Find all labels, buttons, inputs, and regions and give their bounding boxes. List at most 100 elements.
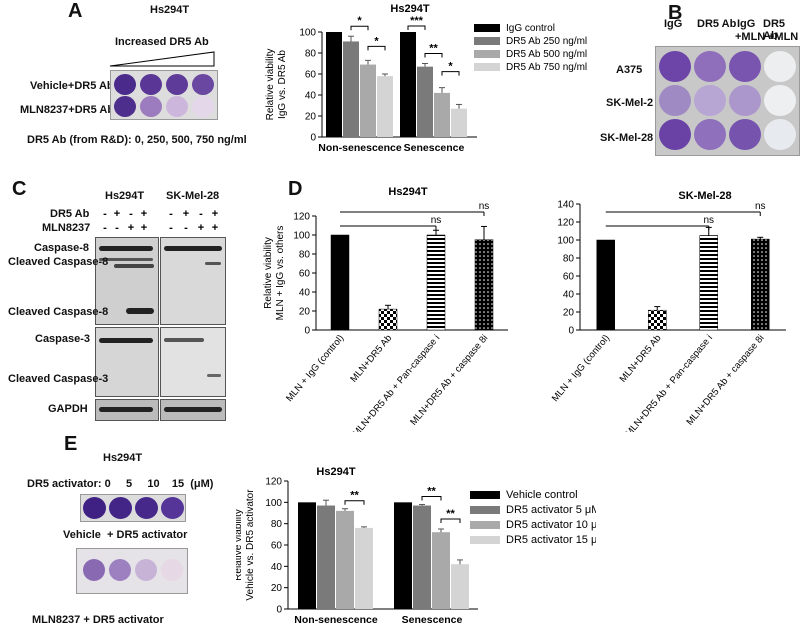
well bbox=[114, 74, 136, 95]
band-label-caspase8: Caspase-8 bbox=[34, 242, 90, 254]
x-category-label: MLN + IgG (control) bbox=[284, 333, 346, 404]
y-tick-label: 80 bbox=[305, 49, 317, 60]
significance-label: ns bbox=[479, 201, 490, 212]
panel-letter-b: B bbox=[668, 2, 683, 24]
y-tick-label: 20 bbox=[563, 308, 575, 319]
panel-b-col-dr5: DR5 Ab bbox=[697, 18, 737, 30]
bar bbox=[378, 308, 398, 331]
well bbox=[109, 497, 132, 519]
panel-e-row1-label: Vehicle + DR5 activator bbox=[63, 529, 188, 541]
significance-label: ** bbox=[429, 43, 438, 55]
well bbox=[192, 96, 214, 117]
bar bbox=[413, 505, 431, 609]
well bbox=[140, 74, 162, 95]
bar bbox=[596, 239, 615, 331]
y-tick-label: 100 bbox=[265, 498, 282, 509]
band-label-cleaved-caspase8-2: Cleaved Caspase-8 bbox=[8, 306, 109, 318]
well bbox=[83, 559, 105, 581]
legend-swatch bbox=[474, 24, 500, 32]
bar bbox=[400, 32, 416, 137]
panel-letter-d: D bbox=[288, 178, 303, 200]
well bbox=[109, 559, 131, 581]
y-tick-label: 20 bbox=[271, 583, 283, 594]
chart-title: SK-Mel-28 bbox=[678, 190, 731, 202]
significance-bracket bbox=[367, 45, 386, 51]
x-category-label: MLN+DR5 Ab + Pan-caspase i bbox=[351, 333, 443, 432]
band bbox=[99, 258, 153, 261]
x-category-label: MLN+DR5 Ab bbox=[348, 333, 394, 385]
y-tick-label: 100 bbox=[557, 236, 574, 247]
panel-b-col-igg-mln: IgG bbox=[737, 18, 756, 30]
well bbox=[135, 559, 157, 581]
significance-label: ** bbox=[350, 490, 359, 502]
band bbox=[164, 407, 222, 412]
blot-caspase3-skmel28 bbox=[160, 327, 226, 397]
legend-swatch bbox=[474, 37, 500, 45]
bar bbox=[432, 532, 450, 609]
well bbox=[166, 96, 188, 117]
bar bbox=[343, 41, 359, 138]
bar bbox=[434, 92, 450, 137]
blot-caspase8-skmel28 bbox=[160, 237, 226, 325]
significance-label: ns bbox=[431, 215, 442, 226]
y-axis-title-line: IgG vs. DR5 Ab bbox=[277, 50, 288, 119]
panel-e-row2-label: MLN8237 + DR5 activator bbox=[32, 614, 164, 626]
y-tick-label: 40 bbox=[563, 290, 575, 301]
y-tick-label: 80 bbox=[299, 250, 311, 261]
x-category-label: MLN+DR5 Ab bbox=[618, 333, 664, 385]
band-label-cleaved-caspase8-1: Cleaved Caspase-8 bbox=[8, 256, 109, 268]
band bbox=[164, 246, 222, 251]
panel-a-row2-label: MLN8237+DR5 Ab bbox=[20, 104, 115, 116]
y-tick-label: 20 bbox=[299, 307, 311, 318]
well bbox=[166, 74, 188, 95]
y-axis-title: Relative viabilityMLN + IgG vs. others bbox=[263, 226, 286, 321]
band bbox=[205, 262, 221, 265]
bar bbox=[360, 64, 376, 137]
mln-sign: - bbox=[115, 222, 119, 234]
y-tick-label: 40 bbox=[271, 562, 283, 573]
well bbox=[694, 85, 726, 116]
well bbox=[161, 559, 183, 581]
panel-b-col-igg: IgG bbox=[664, 18, 683, 30]
y-tick-label: 0 bbox=[276, 605, 282, 616]
panel-a-title: Hs294T bbox=[150, 4, 190, 16]
dr5-sign: - bbox=[103, 208, 107, 220]
panel-a-row1-label: Vehicle+DR5 Ab bbox=[30, 80, 114, 92]
y-tick-label: 120 bbox=[293, 212, 310, 223]
y-tick-label: 40 bbox=[305, 91, 317, 102]
panel-c-mln-label: MLN8237 bbox=[42, 222, 91, 234]
well bbox=[764, 119, 796, 150]
well bbox=[729, 85, 761, 116]
panel-b-col-igg-mln-2: +MLN bbox=[735, 31, 766, 43]
panel-b-col-dr5-mln: DR5 Ab bbox=[763, 18, 786, 42]
significance-bracket bbox=[421, 495, 442, 501]
significance-label: ** bbox=[427, 485, 436, 497]
well bbox=[729, 119, 761, 150]
y-tick-label: 120 bbox=[265, 477, 282, 488]
band bbox=[99, 246, 153, 251]
legend-label: DR5 Ab 250 ng/ml bbox=[506, 36, 587, 47]
band bbox=[164, 338, 204, 342]
y-tick-label: 40 bbox=[299, 288, 311, 299]
legend-swatch bbox=[470, 521, 500, 529]
y-tick-label: 140 bbox=[557, 200, 574, 211]
y-axis-title-line: MLN + IgG vs. others bbox=[275, 226, 286, 321]
mln-sign: - bbox=[103, 222, 107, 234]
significance-bracket bbox=[344, 500, 365, 505]
panel-d-skmel28-chart: 0 20 40 60 80 100 120 140 SK-Mel-28 MLN + IgG (co… bbox=[550, 190, 786, 432]
panel-letter-c: C bbox=[12, 178, 27, 200]
well bbox=[764, 85, 796, 116]
band-label-cleaved-caspase3: Cleaved Caspase-3 bbox=[8, 373, 109, 385]
bar bbox=[377, 76, 393, 137]
dr5-sign: + bbox=[183, 208, 189, 220]
bar bbox=[417, 66, 433, 137]
bar bbox=[648, 309, 667, 331]
blot-gapdh-skmel28 bbox=[160, 399, 226, 421]
bar bbox=[751, 238, 770, 331]
band bbox=[99, 338, 153, 343]
legend-swatch bbox=[474, 63, 500, 71]
well bbox=[83, 497, 106, 519]
well bbox=[694, 119, 726, 150]
